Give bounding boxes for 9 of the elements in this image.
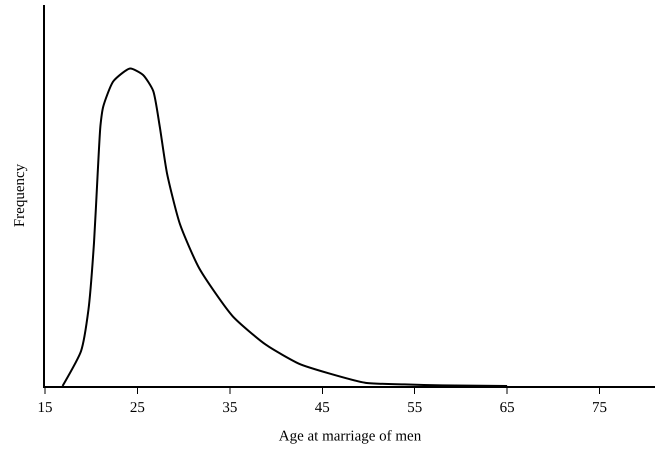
x-tick-label: 65 xyxy=(500,400,515,416)
x-tick-label: 55 xyxy=(407,400,422,416)
x-tick-label: 35 xyxy=(222,400,238,416)
x-tick-label: 25 xyxy=(130,400,145,416)
x-axis-title: Age at marriage of men xyxy=(278,428,422,444)
x-tick-label: 15 xyxy=(38,400,52,416)
x-tick-label: 75 xyxy=(592,400,608,416)
x-tick-label: 45 xyxy=(314,400,330,416)
y-axis-title: Frequency xyxy=(12,163,28,228)
